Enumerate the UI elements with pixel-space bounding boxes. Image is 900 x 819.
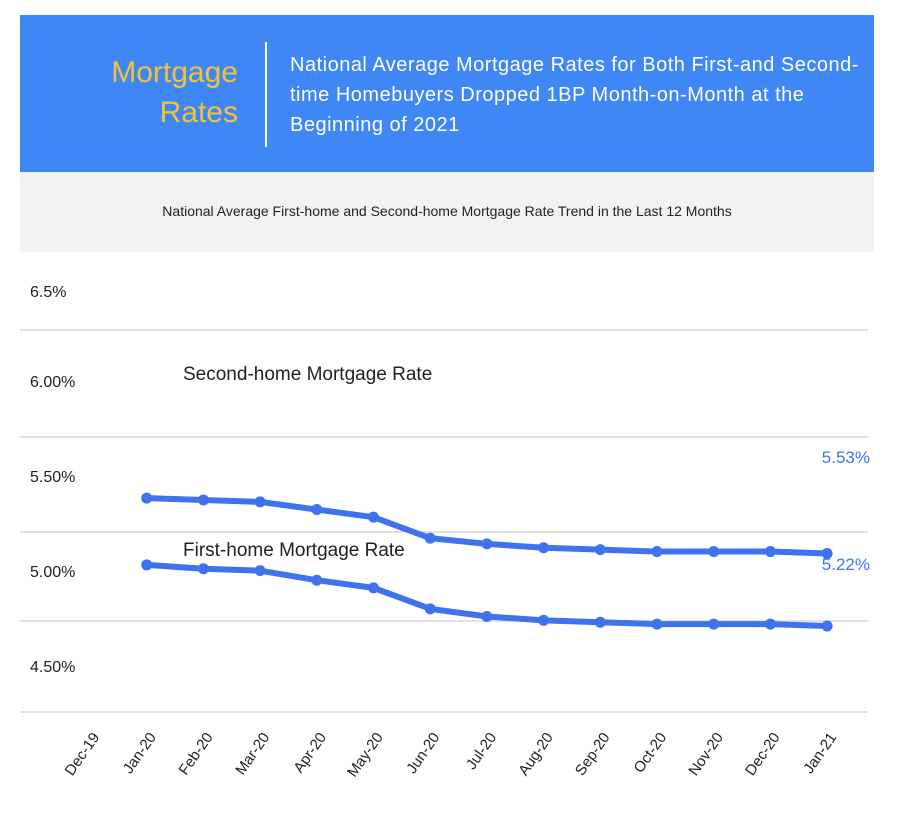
y-tick-label: 5.00% (30, 564, 75, 581)
series-name-second-home: Second-home Mortgage Rate (183, 364, 432, 385)
data-point (821, 547, 833, 559)
data-point (708, 618, 720, 630)
x-tick-label: Jan-21 (800, 730, 840, 777)
x-tick-label: Dec-19 (62, 730, 104, 779)
data-point (254, 496, 266, 508)
data-point (141, 492, 153, 504)
data-point (368, 582, 379, 594)
data-point (424, 603, 436, 615)
x-tick-label: Mar-20 (232, 730, 273, 779)
x-tick-label: May-20 (344, 730, 387, 781)
series-name-first-home: First-home Mortgage Rate (183, 540, 405, 561)
data-point (141, 559, 153, 571)
data-point (197, 494, 209, 506)
x-tick-label: Jul-20 (463, 730, 500, 773)
data-point (368, 511, 379, 523)
data-point (197, 563, 209, 575)
data-point (538, 614, 550, 626)
brand-line-2: Rates (159, 96, 238, 129)
data-point (481, 611, 493, 622)
data-point (424, 532, 436, 544)
data-point (311, 574, 323, 586)
headline: National Average Mortgage Rates for Both… (290, 54, 859, 136)
data-point (764, 546, 776, 558)
data-point (821, 620, 833, 632)
x-tick-label: Apr-20 (290, 730, 330, 777)
data-point (651, 618, 663, 630)
end-value-second-home: 5.53% (822, 448, 870, 467)
chart-title-bar: National Average First-home and Second-h… (20, 172, 874, 252)
x-tick-label: Nov-20 (685, 730, 727, 779)
y-tick-label: 6.5% (30, 284, 66, 301)
data-point (764, 618, 776, 630)
x-tick-label: Dec-20 (742, 730, 784, 779)
x-tick-label: Feb-20 (175, 730, 216, 779)
x-tick-label: Jan-20 (120, 730, 160, 777)
data-point (254, 565, 266, 577)
data-point (538, 542, 550, 554)
data-point (594, 544, 606, 556)
data-point (594, 616, 606, 628)
x-tick-label: Aug-20 (515, 730, 557, 779)
header-divider (265, 42, 267, 147)
brand-title: Mortgage Rates (40, 53, 238, 133)
data-point (481, 538, 493, 550)
brand-line-1: Mortgage (111, 56, 238, 89)
x-tick-label: Oct-20 (631, 730, 671, 777)
y-tick-label: 4.50% (30, 659, 75, 676)
line-chart: 6.5% 6.00% 5.50% 5.00% 4.50% Second-home Mor… (20, 284, 870, 781)
chart-title: National Average First-home and Second-h… (162, 203, 732, 219)
y-tick-label: 6.00% (30, 374, 75, 391)
x-tick-label: Jun-20 (403, 730, 443, 777)
data-point (651, 546, 663, 558)
data-point (311, 504, 323, 516)
header-banner: Mortgage Rates National Average Mortgage… (20, 15, 874, 172)
data-point (708, 546, 720, 558)
x-tick-label: Sep-20 (572, 730, 614, 779)
end-value-first-home: 5.22% (822, 555, 870, 574)
y-tick-label: 5.50% (30, 469, 75, 486)
